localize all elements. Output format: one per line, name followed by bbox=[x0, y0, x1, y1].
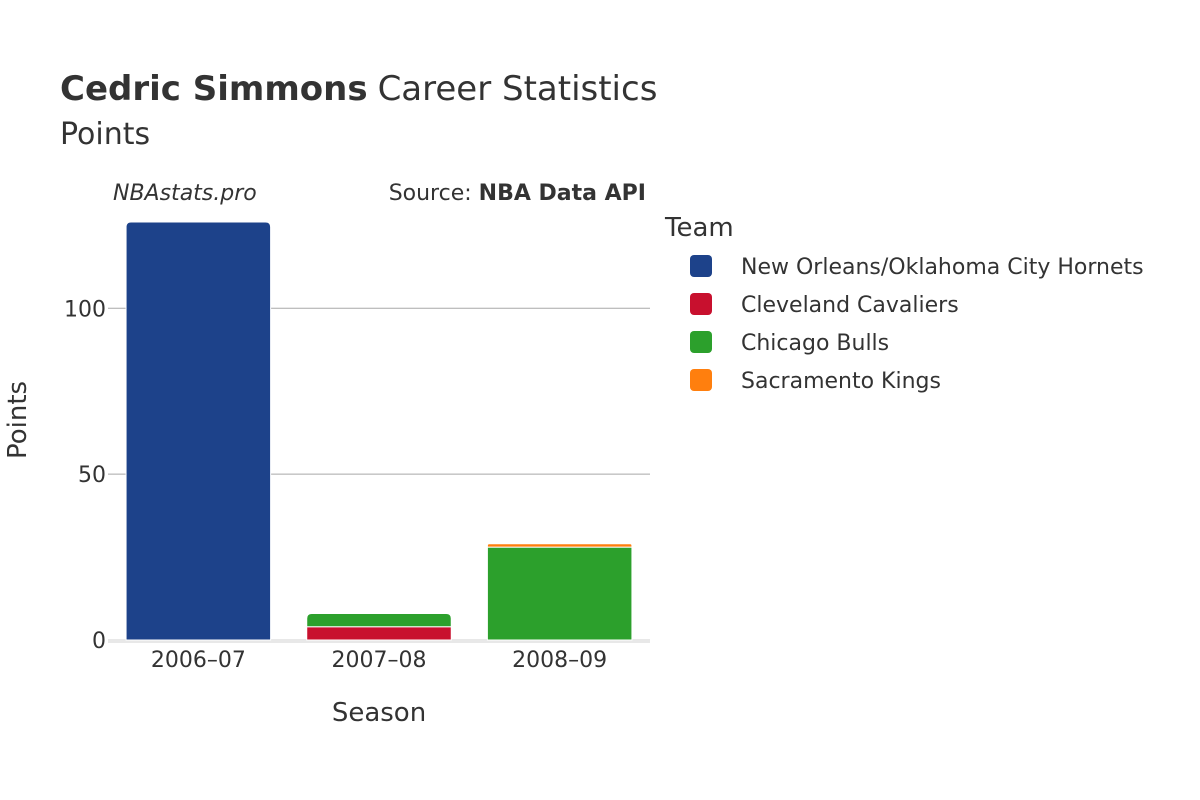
bar-segment[interactable] bbox=[306, 612, 452, 628]
legend-swatch[interactable] bbox=[690, 369, 712, 391]
chart-subtitle: Points bbox=[60, 117, 150, 152]
source-prefix: Source: bbox=[389, 181, 479, 206]
bar-segment[interactable] bbox=[306, 626, 452, 641]
chart-title: Cedric Simmons Career Statistics bbox=[60, 69, 657, 109]
legend-swatch[interactable] bbox=[690, 331, 712, 353]
x-tick-label: 2008–09 bbox=[512, 648, 607, 673]
x-axis-title: Season bbox=[332, 698, 426, 728]
legend-title: Team bbox=[664, 213, 734, 243]
watermark: NBAstats.pro bbox=[113, 181, 257, 206]
source-name: NBA Data API bbox=[479, 181, 646, 206]
legend-swatch[interactable] bbox=[690, 255, 712, 277]
chart-title-player: Cedric Simmons bbox=[60, 69, 368, 109]
y-tick-label: 50 bbox=[78, 463, 106, 488]
bar-segment[interactable] bbox=[125, 221, 272, 641]
legend-label[interactable]: New Orleans/Oklahoma City Hornets bbox=[741, 255, 1144, 280]
x-tick-label: 2006–07 bbox=[151, 648, 246, 673]
y-axis-title: Points bbox=[3, 381, 33, 459]
axis-layer: 0 50 100 2006–07 2007–08 2008–09 bbox=[64, 297, 607, 673]
bar-segment[interactable] bbox=[486, 546, 633, 641]
legend: New Orleans/Oklahoma City Hornets Clevela… bbox=[690, 255, 1144, 394]
bar-segment[interactable] bbox=[486, 543, 633, 548]
y-tick-label: 0 bbox=[92, 629, 106, 654]
source-note: Source: NBA Data API bbox=[389, 181, 646, 206]
y-tick-label: 100 bbox=[64, 297, 106, 322]
bars-layer bbox=[125, 221, 633, 641]
legend-label[interactable]: Cleveland Cavaliers bbox=[741, 293, 959, 318]
legend-label[interactable]: Chicago Bulls bbox=[741, 331, 889, 356]
x-tick-label: 2007–08 bbox=[332, 648, 427, 673]
legend-label[interactable]: Sacramento Kings bbox=[741, 369, 941, 394]
chart-title-suffix: Career Statistics bbox=[378, 69, 658, 109]
x-axis-baseline bbox=[108, 639, 650, 643]
legend-swatch[interactable] bbox=[690, 293, 712, 315]
